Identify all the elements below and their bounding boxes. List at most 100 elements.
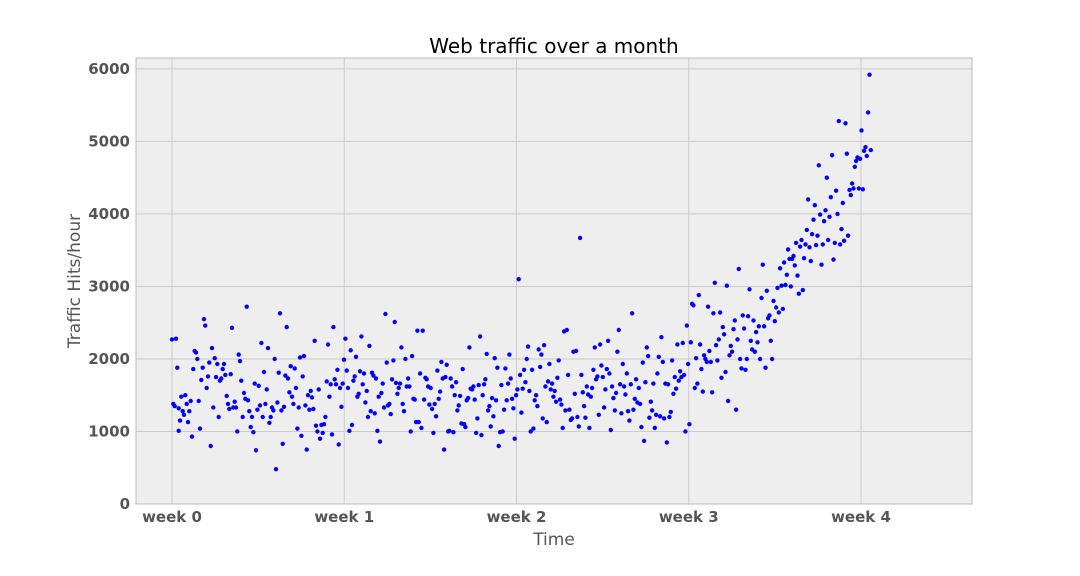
data-point <box>254 448 258 452</box>
data-point <box>291 402 295 406</box>
data-point <box>657 355 661 359</box>
data-point <box>417 420 421 424</box>
data-point <box>613 408 617 412</box>
data-point <box>841 201 845 205</box>
data-point <box>222 362 226 366</box>
data-point <box>669 410 673 414</box>
y-tick-label: 0 <box>120 495 130 513</box>
data-point <box>230 326 234 330</box>
data-point <box>743 368 747 372</box>
data-point <box>739 366 743 370</box>
data-point <box>539 352 543 356</box>
data-point <box>479 433 483 437</box>
data-point <box>526 344 530 348</box>
data-point <box>729 344 733 348</box>
data-point <box>435 368 439 372</box>
data-point <box>255 408 259 412</box>
data-point <box>471 384 475 388</box>
data-point <box>461 367 465 371</box>
data-point <box>805 228 809 232</box>
data-point <box>815 234 819 238</box>
data-point <box>853 165 857 169</box>
data-point <box>189 399 193 403</box>
data-point <box>601 375 605 379</box>
chart-title: Web traffic over a month <box>429 34 678 58</box>
data-point <box>494 398 498 402</box>
data-point <box>259 341 263 345</box>
data-point <box>858 157 862 161</box>
data-point <box>630 311 634 315</box>
data-point <box>173 404 177 408</box>
data-point <box>849 193 853 197</box>
data-point <box>502 408 506 412</box>
data-point <box>187 409 191 413</box>
data-point <box>366 415 370 419</box>
data-point <box>634 377 638 381</box>
data-point <box>278 311 282 315</box>
data-point <box>822 219 826 223</box>
data-point <box>347 429 351 433</box>
y-tick-label: 3000 <box>88 277 130 295</box>
data-point <box>643 380 647 384</box>
data-point <box>825 176 829 180</box>
data-point <box>353 374 357 378</box>
data-point <box>667 415 671 419</box>
data-point <box>274 467 278 471</box>
data-point <box>478 334 482 338</box>
data-point <box>450 384 454 388</box>
data-point <box>313 339 317 343</box>
data-point <box>482 382 486 386</box>
data-point <box>403 357 407 361</box>
data-point <box>378 439 382 443</box>
data-point <box>638 402 642 406</box>
data-point <box>226 402 230 406</box>
data-point <box>174 337 178 341</box>
data-point <box>610 384 614 388</box>
data-point <box>859 128 863 132</box>
data-point <box>215 362 219 366</box>
data-point <box>373 411 377 415</box>
data-point <box>233 400 237 404</box>
data-point <box>798 244 802 248</box>
data-point <box>746 314 750 318</box>
data-point <box>477 383 481 387</box>
data-point <box>823 208 827 212</box>
data-point <box>499 383 503 387</box>
data-point <box>801 288 805 292</box>
data-point <box>201 366 205 370</box>
data-point <box>422 397 426 401</box>
data-point <box>365 389 369 393</box>
data-point <box>225 394 229 398</box>
data-point <box>829 195 833 199</box>
data-point <box>779 284 783 288</box>
data-point <box>675 342 679 346</box>
data-point <box>595 374 599 378</box>
data-point <box>563 408 567 412</box>
data-point <box>627 418 631 422</box>
data-point <box>693 386 697 390</box>
data-point <box>817 163 821 167</box>
data-point <box>457 403 461 407</box>
data-point <box>714 343 718 347</box>
data-point <box>198 426 202 430</box>
data-point <box>191 367 195 371</box>
data-point <box>293 366 297 370</box>
data-point <box>771 299 775 303</box>
data-point <box>565 328 569 332</box>
data-point <box>517 277 521 281</box>
data-point <box>763 366 767 370</box>
data-point <box>723 370 727 374</box>
data-point <box>598 342 602 346</box>
data-point <box>753 350 757 354</box>
data-point <box>239 379 243 383</box>
data-point <box>623 392 627 396</box>
data-point <box>443 375 447 379</box>
data-point <box>593 345 597 349</box>
data-point <box>813 203 817 207</box>
data-point <box>625 371 629 375</box>
data-point <box>333 377 337 381</box>
data-point <box>295 426 299 430</box>
data-point <box>621 362 625 366</box>
data-point <box>311 407 315 411</box>
data-point <box>349 348 353 352</box>
